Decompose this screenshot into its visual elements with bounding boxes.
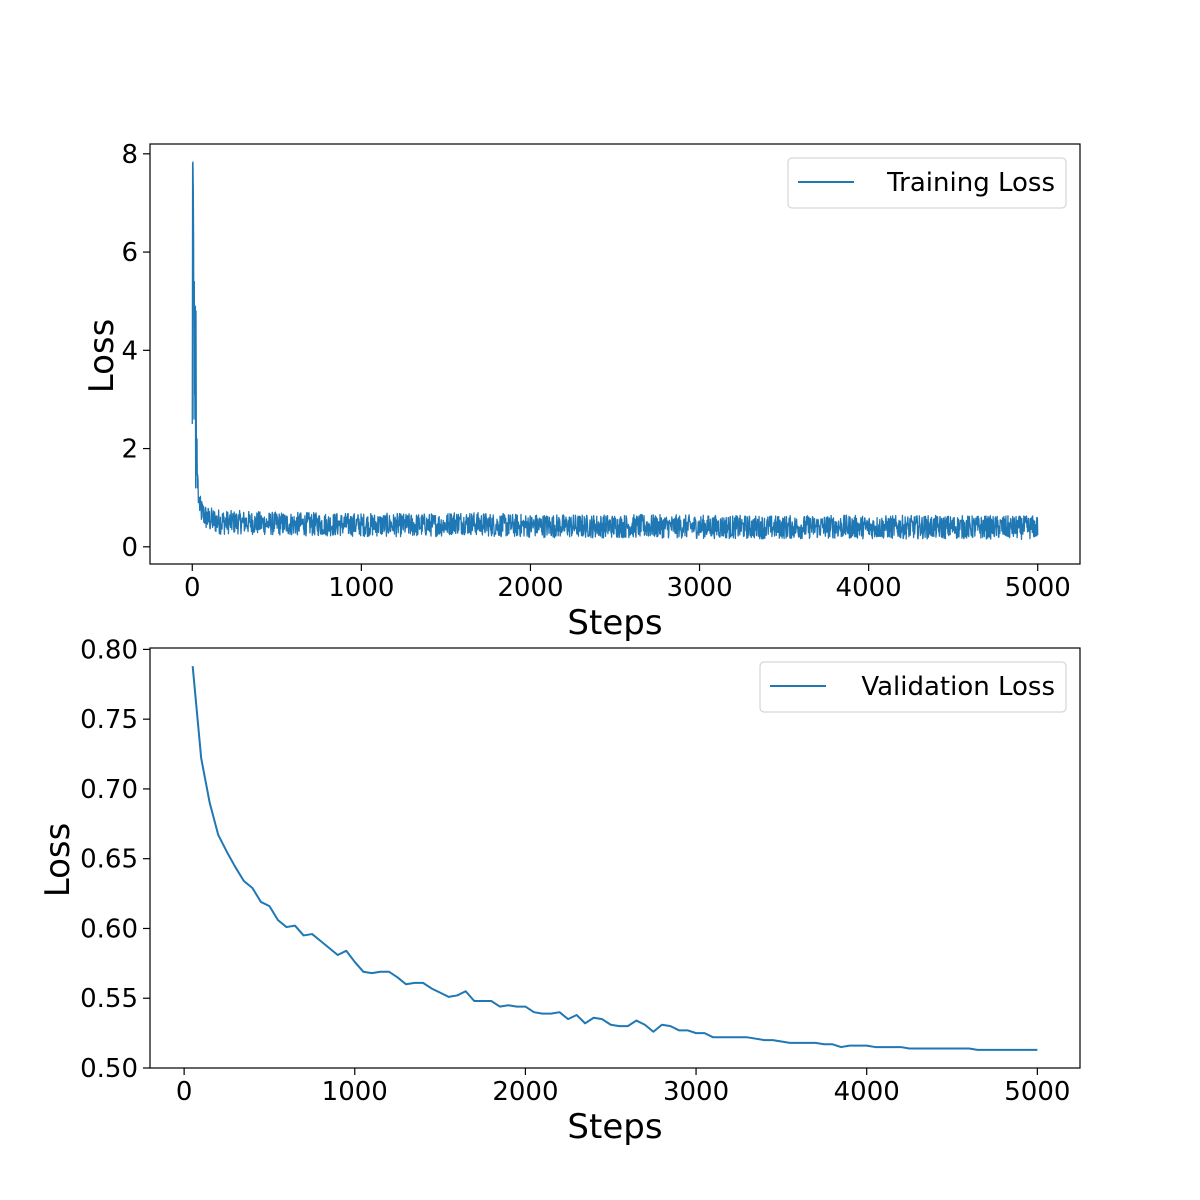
training-loss-x-axis: 0 1000 2000 3000 4000 5000 bbox=[184, 564, 1071, 603]
training-loss-legend-box bbox=[787, 157, 1067, 209]
validation-loss-y-tick-label: 0.55 bbox=[80, 984, 138, 1014]
training-loss-legend: Training Loss bbox=[787, 157, 1067, 209]
validation-loss-x-tick-label: 0 bbox=[176, 1077, 193, 1107]
training-loss-legend-label: Training Loss bbox=[886, 168, 1055, 198]
validation-loss-y-tick-label: 0.70 bbox=[80, 775, 138, 805]
training-loss-y-tick-label: 2 bbox=[121, 435, 138, 465]
training-loss-x-tick-label: 5000 bbox=[1005, 573, 1071, 603]
validation-loss-legend-label: Validation Loss bbox=[861, 672, 1055, 702]
training-loss-plot-area bbox=[191, 161, 1039, 540]
validation-loss-y-axis-label: Loss bbox=[38, 823, 78, 898]
validation-loss-plot-area bbox=[191, 666, 1038, 1051]
training-loss-x-tick-label: 1000 bbox=[328, 573, 394, 603]
validation-loss-x-tick-label: 1000 bbox=[322, 1077, 388, 1107]
training-loss-x-tick-label: 0 bbox=[184, 573, 201, 603]
training-loss-panel: 0 1000 2000 3000 4000 5000 0 2 4 6 8 Steps Loss T… bbox=[82, 140, 1081, 643]
training-loss-x-tick-label: 3000 bbox=[666, 573, 732, 603]
validation-loss-series-line bbox=[191, 666, 1038, 1051]
validation-loss-x-tick-label: 3000 bbox=[663, 1077, 729, 1107]
validation-loss-axes-frame bbox=[149, 647, 1081, 1069]
training-loss-y-tick-label: 0 bbox=[121, 533, 138, 563]
training-loss-x-tick-label: 2000 bbox=[497, 573, 563, 603]
training-loss-x-tick-label: 4000 bbox=[836, 573, 902, 603]
validation-loss-y-tick-label: 0.65 bbox=[80, 845, 138, 875]
validation-loss-x-axis: 0 1000 2000 3000 4000 5000 bbox=[176, 1068, 1070, 1107]
validation-loss-x-tick-label: 2000 bbox=[492, 1077, 558, 1107]
training-loss-y-axis: 0 2 4 6 8 bbox=[121, 140, 150, 563]
training-loss-y-tick-label: 6 bbox=[121, 238, 138, 268]
training-loss-y-tick-label: 4 bbox=[121, 336, 138, 366]
training-loss-axes-frame bbox=[149, 143, 1081, 565]
validation-loss-x-axis-label: Steps bbox=[567, 1107, 662, 1147]
validation-loss-x-tick-label: 4000 bbox=[834, 1077, 900, 1107]
validation-loss-y-tick-label: 0.80 bbox=[80, 635, 138, 665]
training-loss-y-axis-label: Loss bbox=[82, 319, 122, 394]
validation-loss-panel: 0 1000 2000 3000 4000 5000 0.500.550.600.650.… bbox=[38, 635, 1081, 1147]
training-loss-x-axis-label: Steps bbox=[567, 603, 662, 643]
validation-loss-y-tick-label: 0.50 bbox=[80, 1054, 138, 1084]
validation-loss-legend-box bbox=[759, 661, 1067, 713]
validation-loss-y-axis: 0.50 0.55 0.60 0.65 0.70 0.75 0.80 bbox=[80, 635, 150, 1084]
validation-loss-x-tick-label: 5000 bbox=[1004, 1077, 1070, 1107]
validation-loss-y-tick-label: 0.60 bbox=[80, 914, 138, 944]
training-loss-series-line bbox=[191, 161, 1039, 540]
training-loss-y-tick-label: 8 bbox=[121, 140, 138, 170]
validation-loss-y-tick-label: 0.75 bbox=[80, 705, 138, 735]
validation-loss-legend: Validation Loss bbox=[759, 661, 1067, 713]
